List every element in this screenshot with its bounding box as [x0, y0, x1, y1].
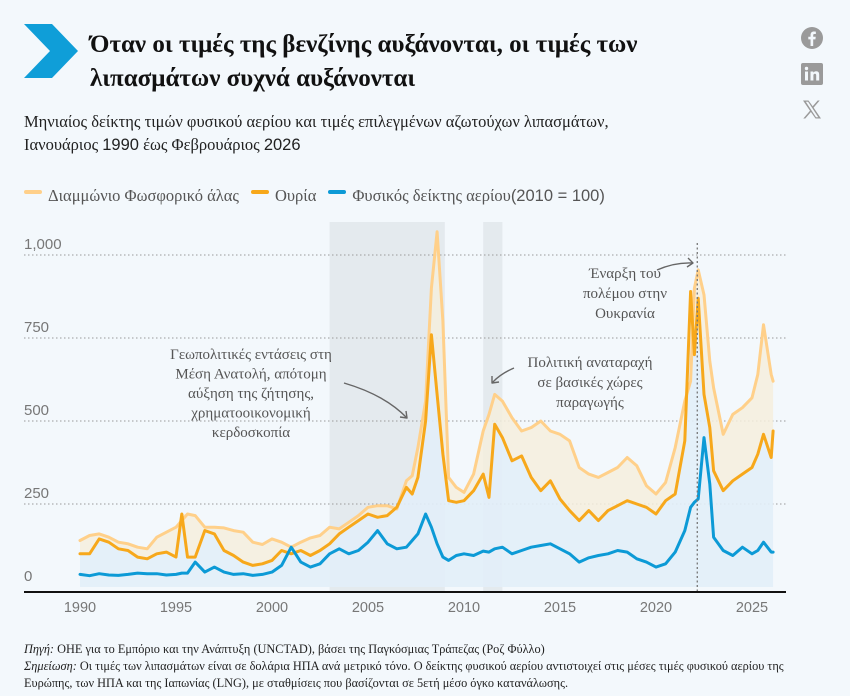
line-gas-index	[78, 436, 775, 578]
annotation-1-line-2: παραγωγής	[556, 395, 624, 411]
annotation-arrow-2	[656, 262, 694, 271]
annotation-0-line-2: αύξηση της ζήτησης,	[188, 386, 314, 402]
linkedin-icon[interactable]	[800, 62, 824, 86]
subtitle-prefix: Ιανουάριος	[24, 135, 103, 154]
annotation-0: Γεωπολιτικές εντάσεις στη Μέση Ανατολή, α…	[170, 347, 332, 441]
y-tick-label-1000: 1,000	[24, 236, 62, 253]
annotation-arrowhead-path-0	[399, 410, 408, 419]
annotation-0-line-3: χρηματοοικονομική	[190, 406, 311, 422]
subtitle-mid: έως Φεβρουάριος	[138, 135, 264, 154]
chart-legend: Διαμμώνιο Φωσφορικό άλας Ουρία Φυσικός δ…	[24, 185, 617, 207]
annotation-arrowhead-path-1	[491, 376, 500, 384]
annotation-1-line-0: Πολιτική αναταραχή	[528, 355, 653, 371]
legend-label-urea: Ουρία	[274, 186, 317, 205]
legend-label-dap: Διαμμώνιο Φωσφορικό άλας	[48, 186, 239, 205]
facebook-icon[interactable]	[800, 26, 824, 50]
y-tick-label-250: 250	[24, 485, 49, 502]
source-label: Πηγή:	[24, 642, 55, 656]
note-label: Σημείωση:	[24, 659, 77, 673]
legend-item-urea[interactable]: Ουρία	[250, 186, 317, 206]
x-tick-label-2025: 2025	[736, 600, 768, 616]
chevron-logo-icon	[24, 24, 78, 78]
social-share	[800, 26, 828, 134]
x-tick-label-1990: 1990	[64, 600, 96, 616]
legend-label-gas: Φυσικός δείκτης αερίου	[352, 186, 511, 205]
x-tick-label-2020: 2020	[640, 600, 672, 616]
y-tick-label-500: 500	[24, 402, 49, 419]
line-urea	[78, 290, 775, 567]
x-tick-label-2015: 2015	[544, 600, 576, 616]
legend-swatch-urea	[250, 190, 269, 194]
legend-label-gas-suffix: (2010 = 100)	[510, 186, 605, 205]
annotation-2-line-1: πολέμου στην	[583, 286, 667, 302]
x-tick-label-2000: 2000	[256, 600, 288, 616]
annotation-arrowhead-1	[491, 376, 500, 384]
annotation-arrow-shaft-0	[343, 382, 408, 419]
legend-item-dap[interactable]: Διαμμώνιο Φωσφορικό άλας	[24, 186, 239, 206]
chart-plot: 0 250 500 750 1,000 1990 1995 2000 2005 2010 2015…	[24, 222, 786, 616]
x-twitter-icon[interactable]	[800, 98, 824, 122]
subtitle-line-2: Ιανουάριος 1990 έως Φεβρουάριος 2026	[24, 133, 784, 157]
subtitle-end-year: 2026	[263, 136, 301, 154]
y-tick-label-750: 750	[24, 319, 49, 336]
annotation-arrow-0	[343, 382, 408, 419]
legend-swatch-dap	[24, 190, 42, 194]
annotation-2: Έναρξη του πολέμου στην Ουκρανία	[583, 266, 667, 322]
annotation-0-line-1: Μέση Ανατολή, απότομη	[175, 367, 326, 383]
area-under-urea	[80, 291, 774, 587]
subtitle-start-year: 1990	[102, 136, 139, 154]
annotation-arrow-shaft-2	[656, 262, 694, 271]
subtitle-line-1: Μηνιαίος δείκτης τιμών φυσικού αερίου κα…	[24, 112, 609, 131]
source-text: ΟΗΕ για το Εμπόριο και την Ανάπτυξη (UNC…	[54, 642, 545, 656]
annotation-arrowhead-0	[399, 410, 408, 419]
footnote: Σημείωση: Οι τιμές των λιπασμάτων είναι …	[24, 658, 834, 692]
x-tick-label-1995: 1995	[160, 600, 192, 616]
chart-subtitle: Μηνιαίος δείκτης τιμών φυσικού αερίου κα…	[24, 110, 784, 157]
annotation-2-line-0: Έναρξη του	[588, 266, 661, 282]
header: Όταν οι τιμές της βενζίνης αυξάνονται, ο…	[24, 22, 764, 92]
x-tick-label-2010: 2010	[448, 600, 480, 616]
annotation-1-line-1: σε βασικές χώρες	[537, 375, 642, 391]
legend-swatch-gas	[328, 190, 347, 194]
y-tick-label-0: 0	[24, 568, 32, 585]
legend-item-gas[interactable]: Φυσικός δείκτης αερίου (2010 = 100)	[328, 186, 605, 206]
chart-title: Όταν οι τιμές της βενζίνης αυξάνονται, ο…	[90, 31, 638, 92]
source-note: Πηγή: ΟΗΕ για το Εμπόριο και την Ανάπτυξ…	[24, 641, 834, 658]
annotation-arrow-shaft-1	[491, 367, 515, 384]
annotation-arrow-1	[491, 367, 515, 384]
annotation-arrowhead-2	[686, 257, 694, 268]
annotation-0-line-4: κερδοσκοπία	[212, 425, 290, 441]
annotation-0-line-0: Γεωπολιτικές εντάσεις στη	[170, 347, 332, 363]
annotation-arrowhead-path-2	[686, 257, 694, 268]
annotation-2-line-2: Ουκρανία	[595, 306, 655, 322]
note-text: Οι τιμές των λιπασμάτων είναι σε δολάρια…	[24, 659, 784, 690]
x-tick-label-2005: 2005	[352, 600, 384, 616]
annotation-1: Πολιτική αναταραχή σε βασικές χώρες παραγω…	[528, 355, 653, 411]
chart-footer: Πηγή: ΟΗΕ για το Εμπόριο και την Ανάπτυξ…	[24, 641, 834, 692]
